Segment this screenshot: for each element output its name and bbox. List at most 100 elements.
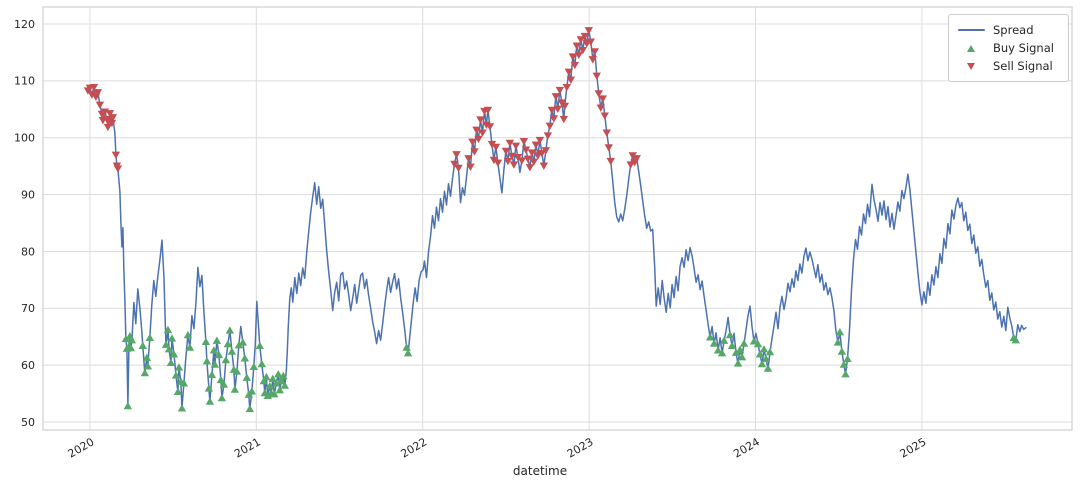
sell-signal-marker — [525, 164, 535, 172]
sell-signal-marker — [529, 158, 539, 166]
sell-signal-marker — [533, 152, 543, 160]
buy-signal-marker — [259, 376, 269, 385]
sell-signal-marker — [511, 142, 521, 150]
sell-signal-marker — [509, 161, 519, 169]
sell-signal-marker — [527, 149, 537, 157]
buy-signal-marker — [717, 349, 727, 357]
buy-signal-marker — [272, 379, 281, 387]
buy-signal-marker — [238, 338, 248, 346]
buy-signal-marker — [280, 381, 289, 389]
buy-signal-marker — [204, 384, 214, 392]
sell-triangle-icon — [956, 62, 986, 70]
sell-signal-marker — [489, 156, 499, 165]
buy-signal-marker — [265, 382, 274, 390]
y-tick-label: 70 — [21, 302, 35, 315]
buy-signal-marker — [201, 337, 211, 346]
legend: Spread Buy Signal Sell Signal — [948, 14, 1069, 82]
buy-signal-marker — [138, 341, 148, 350]
buy-signal-marker — [140, 368, 150, 377]
sell-signal-marker — [588, 56, 597, 64]
sell-signal-marker — [105, 110, 115, 118]
sell-signal-marker — [592, 72, 601, 80]
sell-signal-marker — [519, 138, 529, 146]
buy-signal-marker — [183, 330, 193, 339]
buy-signal-marker — [763, 364, 773, 372]
buy-signal-marker — [245, 404, 255, 413]
buy-signal-marker — [210, 360, 220, 368]
sell-signal-marker — [478, 129, 487, 137]
buy-signal-marker — [230, 385, 240, 393]
sell-signal-marker — [450, 160, 459, 169]
buy-signal-marker — [402, 343, 411, 351]
sell-signal-marker — [632, 155, 641, 163]
buy-signal-marker — [735, 345, 745, 353]
sell-signal-marker — [113, 165, 123, 173]
buy-signal-marker — [145, 333, 155, 342]
buy-signal-marker — [277, 376, 286, 385]
buy-signal-marker — [757, 359, 767, 368]
sell-signal-marker — [570, 61, 580, 70]
buy-signal-marker — [142, 353, 152, 361]
sell-signal-marker — [586, 38, 595, 46]
legend-item-buy-signal: Buy Signal — [956, 39, 1060, 57]
sell-signal-marker — [103, 123, 113, 132]
buy-signal-marker — [205, 397, 215, 405]
sell-signal-marker — [559, 115, 569, 124]
sell-signal-marker — [564, 68, 574, 77]
buy-signal-marker — [713, 346, 723, 354]
legend-label-sell-signal: Sell Signal — [993, 59, 1053, 73]
buy-signal-marker — [839, 360, 849, 368]
buy-signal-marker — [739, 339, 749, 347]
x-tick-label: 2023 — [565, 435, 596, 460]
sell-signal-marker — [493, 159, 503, 167]
buy-signal-marker — [171, 371, 181, 379]
sell-signal-marker — [468, 138, 477, 146]
buy-signal-marker — [169, 350, 179, 358]
legend-label-buy-signal: Buy Signal — [993, 41, 1054, 55]
buy-signal-marker — [262, 372, 271, 381]
sell-signal-marker — [108, 114, 118, 122]
sell-signal-marker — [464, 155, 473, 163]
sell-signal-marker — [596, 104, 605, 112]
buy-signal-marker — [765, 347, 775, 356]
sell-signal-marker — [553, 105, 563, 113]
buy-signal-marker — [733, 359, 743, 367]
sell-signal-marker — [602, 129, 611, 137]
sell-signal-marker — [111, 151, 121, 160]
buy-signal-marker — [737, 353, 747, 361]
y-tick-label: 110 — [14, 75, 35, 88]
sell-signal-marker — [572, 42, 582, 50]
sell-signal-marker — [584, 27, 593, 35]
buy-signal-marker — [166, 358, 176, 367]
sell-signal-marker — [507, 152, 517, 161]
buy-signal-marker — [121, 334, 131, 343]
sell-signal-marker — [574, 51, 583, 59]
sell-signal-marker — [549, 115, 559, 123]
sell-signal-marker — [454, 164, 463, 173]
sell-signal-marker — [466, 163, 475, 171]
sell-signal-marker — [531, 141, 541, 149]
x-tick-label: 2021 — [232, 435, 263, 460]
sell-signal-marker — [545, 122, 555, 131]
sell-signal-marker — [107, 119, 117, 128]
buy-signal-marker — [843, 354, 852, 363]
y-tick-label: 60 — [21, 359, 35, 372]
sell-signal-marker — [580, 32, 589, 41]
buy-signal-marker — [227, 347, 237, 355]
y-tick-label: 50 — [21, 416, 35, 429]
buy-signal-marker — [268, 374, 277, 382]
sell-signal-marker — [539, 162, 549, 170]
sell-signal-marker — [501, 147, 511, 156]
sell-signal-marker — [628, 152, 637, 160]
buy-signal-marker — [185, 343, 195, 351]
buy-signal-marker — [212, 336, 222, 344]
buy-signal-marker — [835, 328, 845, 336]
sell-signal-marker — [555, 86, 565, 95]
buy-signal-marker — [705, 333, 715, 341]
buy-signal-marker — [255, 341, 265, 350]
buy-signal-marker — [234, 341, 244, 349]
buy-signal-marker — [274, 370, 283, 378]
buy-signal-marker — [163, 325, 173, 334]
